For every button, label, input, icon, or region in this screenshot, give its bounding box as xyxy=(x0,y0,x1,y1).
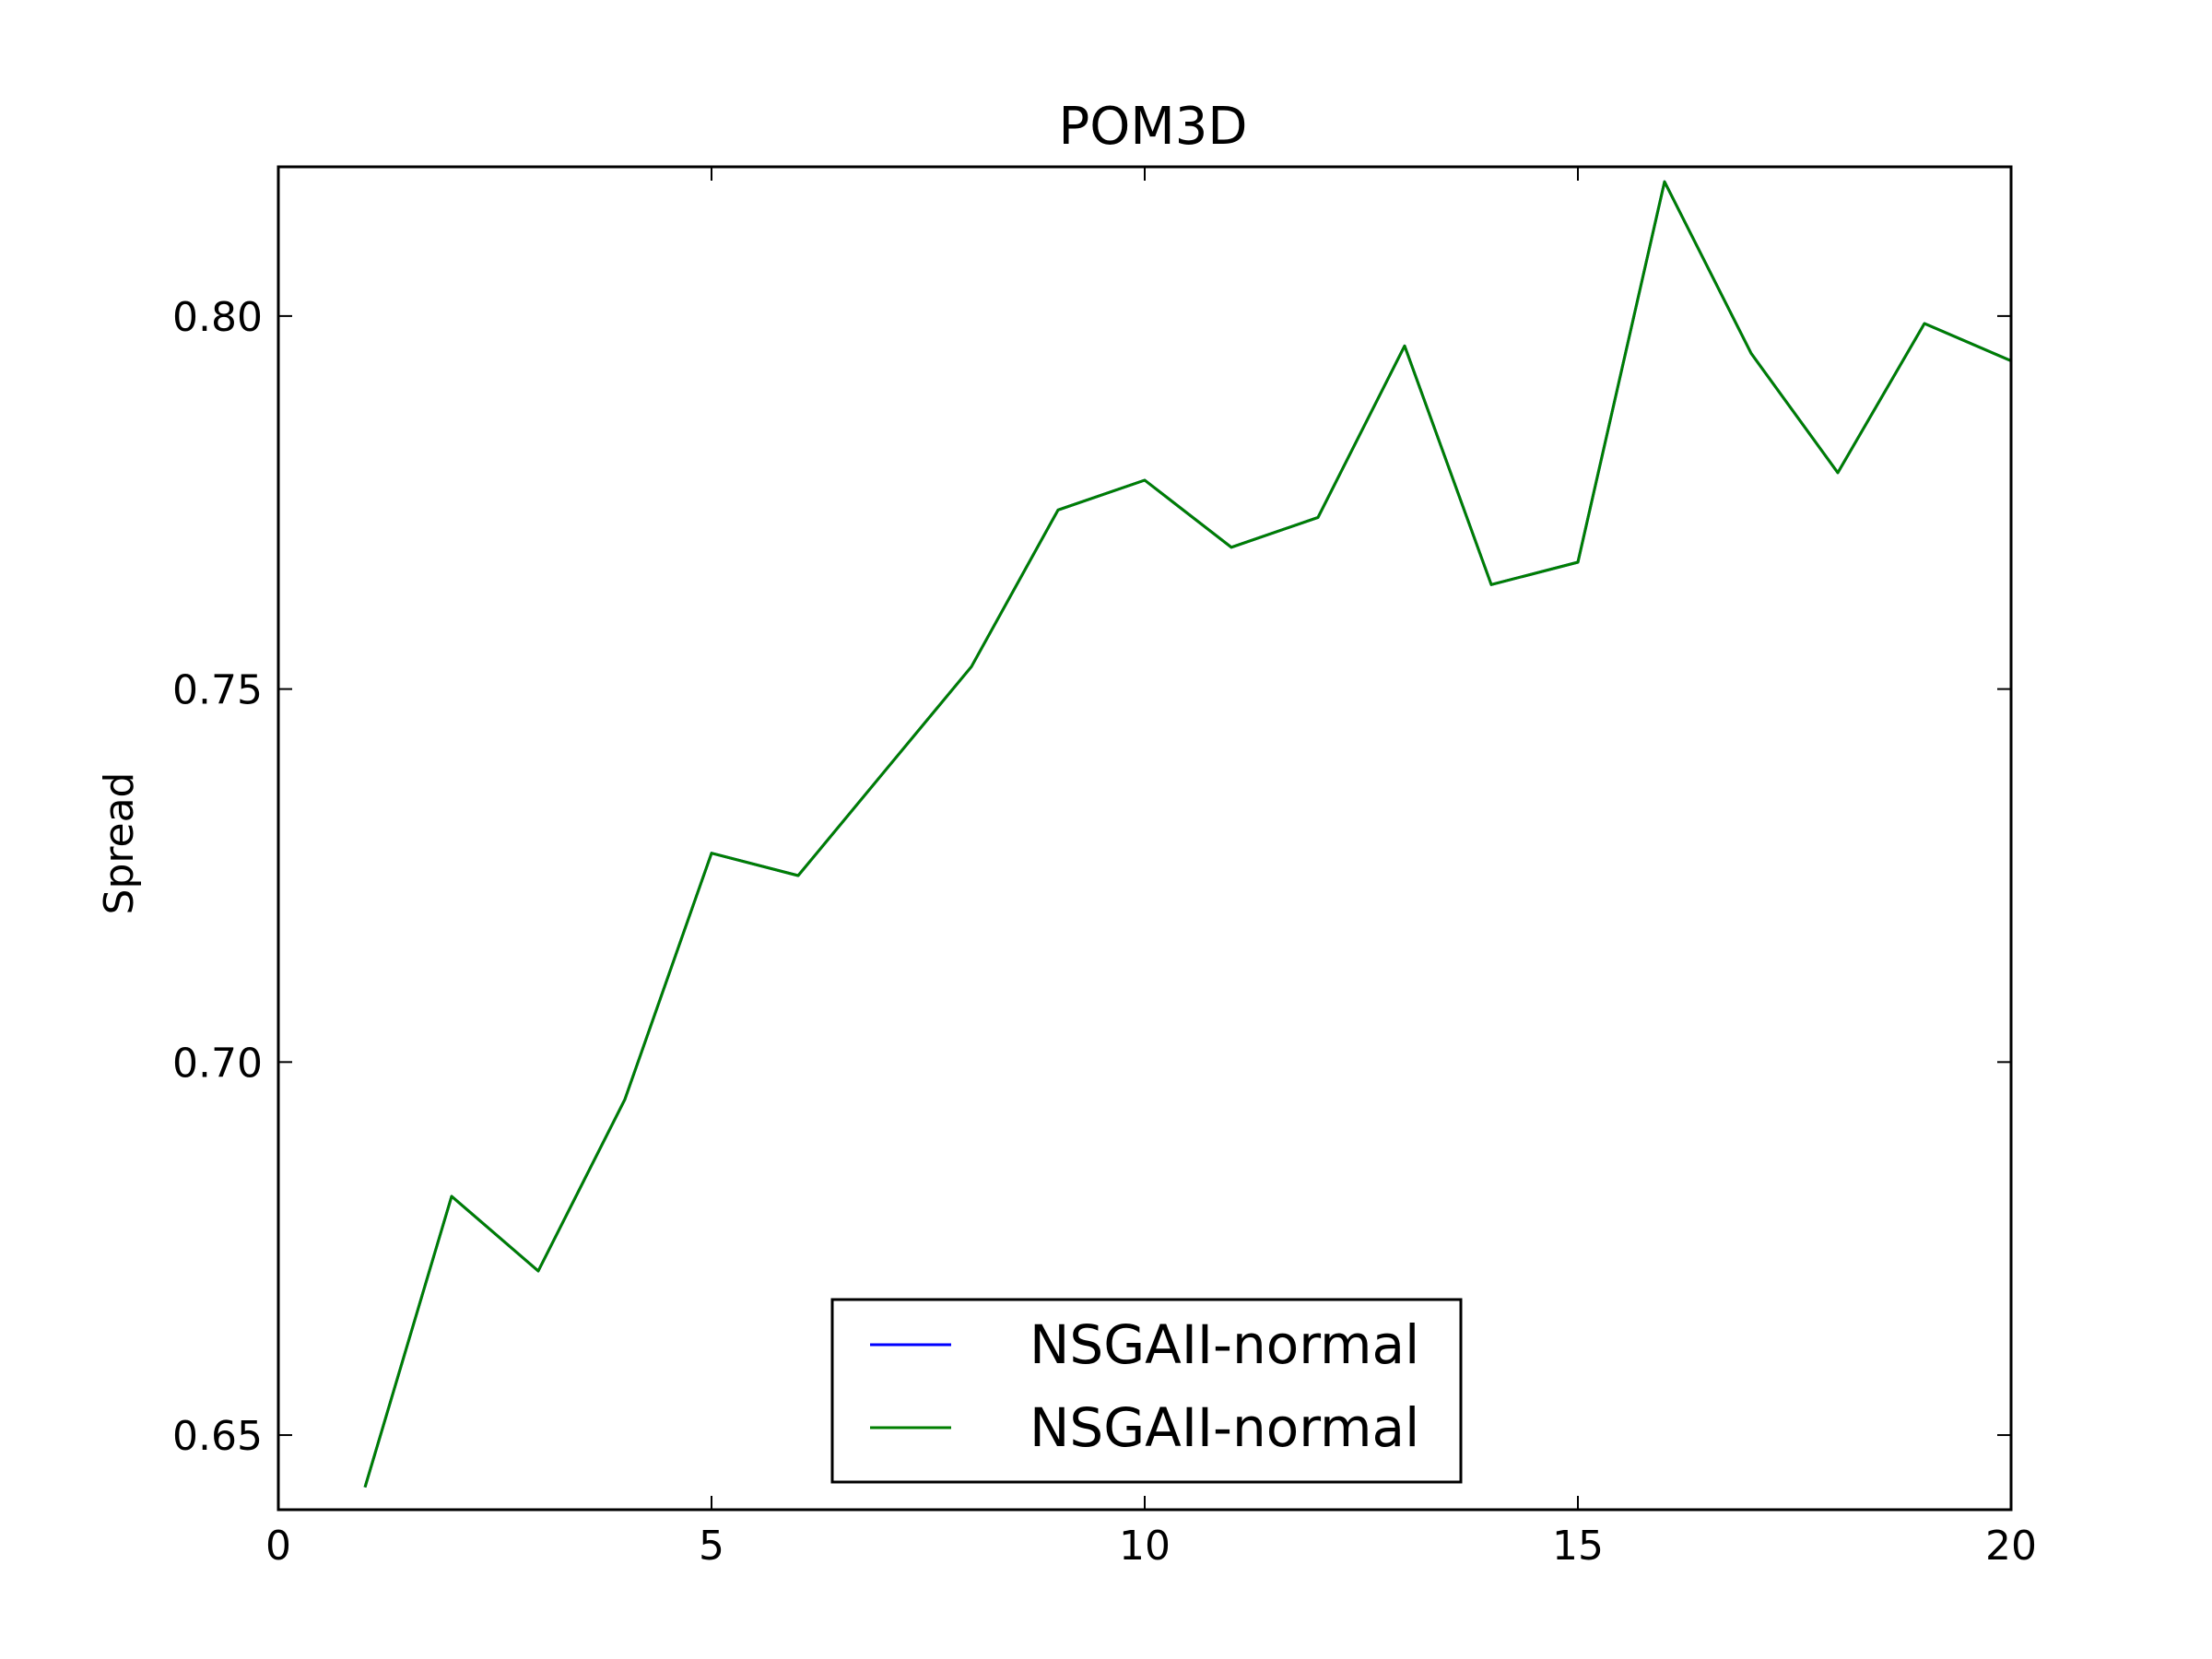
legend: NSGAII-normal NSGAII-normal xyxy=(830,1298,1463,1484)
y-axis-label: Spread xyxy=(96,772,143,915)
y-tick-label: 0.65 xyxy=(172,1413,263,1460)
y-tick-label: 0.75 xyxy=(172,667,263,714)
x-tick-label: 0 xyxy=(265,1523,291,1570)
x-tick-label: 10 xyxy=(1119,1523,1171,1570)
y-tick-label: 0.80 xyxy=(172,294,263,341)
series-line-0 xyxy=(363,180,2012,1488)
ticks-layer: 0 5 10 15 20 0.65 0.70 0.75 0.80 xyxy=(172,167,2037,1570)
chart-title: POM3D xyxy=(1059,97,1248,157)
x-tick-label: 15 xyxy=(1552,1523,1604,1570)
series-layer xyxy=(363,180,2012,1488)
x-tick-label: 20 xyxy=(1985,1523,2037,1570)
y-tick-label: 0.70 xyxy=(172,1040,263,1087)
legend-label-nsgaii-normal-blue: NSGAII-normal xyxy=(1030,1313,1419,1376)
series-line-1 xyxy=(363,180,2012,1488)
legend-label-nsgaii-normal-green: NSGAII-normal xyxy=(1030,1396,1419,1459)
legend-box xyxy=(830,1298,1463,1484)
x-tick-label: 5 xyxy=(699,1523,724,1570)
